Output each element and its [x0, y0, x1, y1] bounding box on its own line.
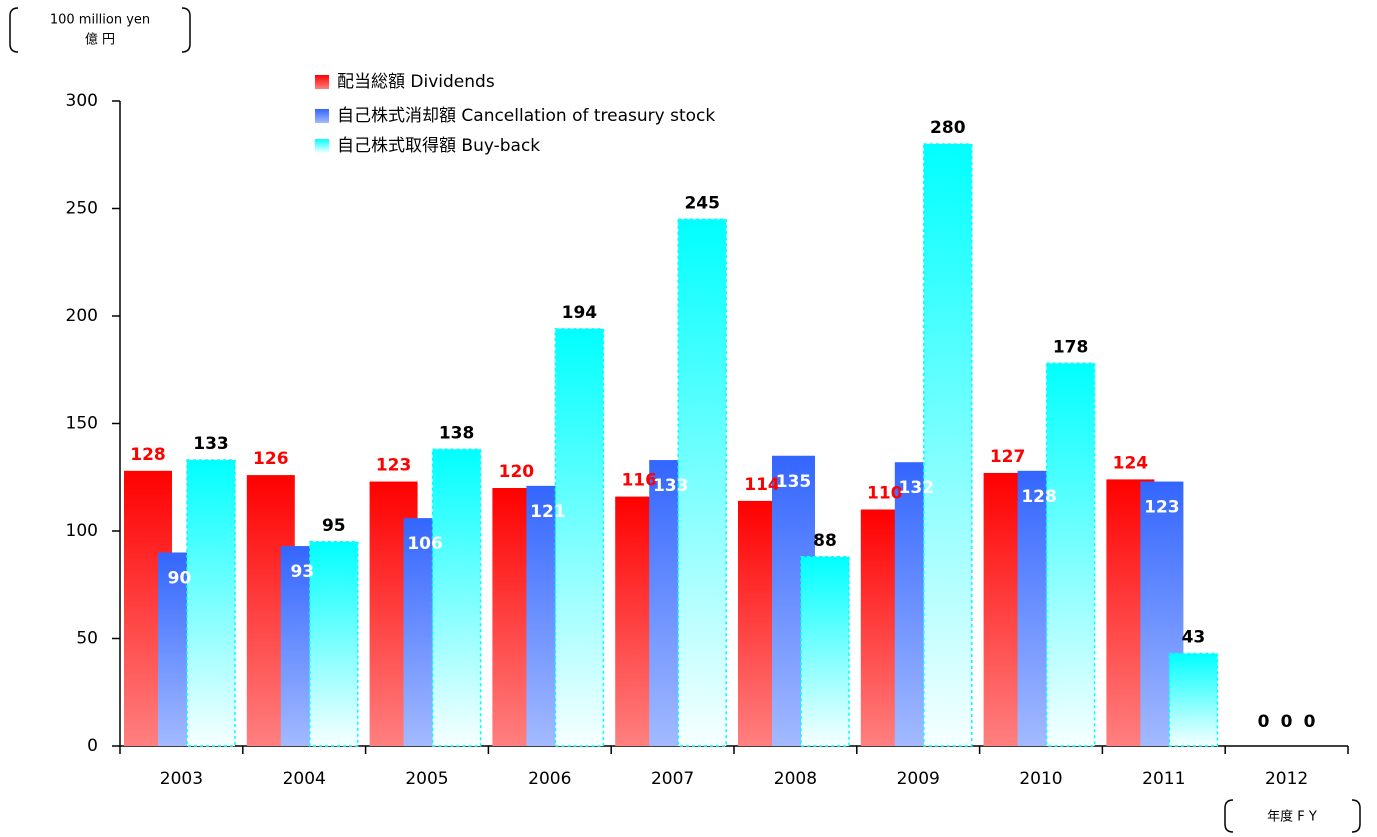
bar	[677, 218, 727, 747]
value-label: 90	[168, 569, 192, 589]
bracket	[1351, 799, 1361, 833]
bar	[186, 459, 236, 747]
x-tick-label: 2008	[774, 769, 817, 789]
bar	[923, 143, 973, 747]
y-tick-label: 200	[66, 306, 98, 326]
legend-swatch	[315, 75, 329, 89]
value-label: 245	[684, 193, 720, 213]
value-label: 194	[562, 303, 598, 323]
y-tick-label: 50	[76, 629, 98, 649]
value-label: 123	[1144, 498, 1180, 518]
y-axis-label: 100 million yen	[50, 13, 150, 28]
bar	[309, 541, 359, 747]
x-tick-label: 2009	[897, 769, 940, 789]
y-tick-label: 100	[66, 521, 98, 541]
x-axis-label: 年度 F Y	[1267, 809, 1317, 825]
legend-label: 配当総額 Dividends	[337, 72, 495, 92]
y-tick-label: 0	[87, 736, 98, 756]
y-tick-label: 150	[66, 414, 98, 434]
value-label: 95	[322, 516, 346, 536]
x-tick-label: 2012	[1265, 769, 1308, 789]
legend-swatch	[315, 139, 329, 153]
value-label: 43	[1182, 628, 1206, 648]
bar	[554, 328, 605, 747]
value-label: 135	[776, 472, 812, 492]
y-axis-label-ja: 億 円	[85, 32, 115, 48]
value-label: 127	[990, 447, 1026, 467]
bracket	[9, 7, 19, 53]
value-label: 120	[499, 462, 535, 482]
value-label: 106	[407, 534, 443, 554]
value-label: 124	[1113, 453, 1149, 473]
value-label: 0	[1281, 712, 1293, 732]
value-label: 93	[290, 562, 314, 582]
x-tick-label: 2007	[651, 769, 694, 789]
value-label: 128	[130, 445, 166, 465]
value-label: 110	[867, 484, 903, 504]
value-label: 133	[653, 476, 689, 496]
x-tick-label: 2011	[1142, 769, 1185, 789]
value-label: 116	[621, 471, 657, 491]
value-label: 132	[899, 478, 935, 498]
legend-label: 自己株式取得額 Buy-back	[337, 136, 540, 156]
legend-label: 自己株式消却額 Cancellation of treasury stock	[337, 106, 715, 126]
bar	[800, 556, 850, 747]
value-label: 123	[376, 456, 412, 476]
value-label: 0	[1258, 712, 1270, 732]
x-tick-label: 2004	[283, 769, 326, 789]
bar	[1168, 652, 1219, 747]
value-label: 0	[1304, 712, 1316, 732]
value-label: 138	[439, 423, 475, 443]
x-tick-label: 2003	[160, 769, 203, 789]
x-tick-label: 2005	[405, 769, 448, 789]
value-label: 121	[530, 502, 566, 522]
y-tick-label: 250	[66, 199, 98, 219]
x-tick-label: 2006	[528, 769, 571, 789]
y-tick-label: 300	[66, 91, 98, 111]
bracket	[1224, 799, 1234, 833]
value-label: 114	[744, 475, 780, 495]
x-tick-label: 2010	[1019, 769, 1062, 789]
bracket	[181, 7, 191, 53]
value-label: 128	[1021, 487, 1057, 507]
value-label: 178	[1053, 337, 1089, 357]
value-label: 280	[930, 118, 966, 138]
bar	[1045, 362, 1096, 747]
value-label: 126	[253, 449, 289, 469]
bar	[431, 448, 482, 747]
value-label: 133	[193, 434, 229, 454]
legend-swatch	[315, 109, 329, 123]
value-label: 88	[813, 531, 837, 551]
